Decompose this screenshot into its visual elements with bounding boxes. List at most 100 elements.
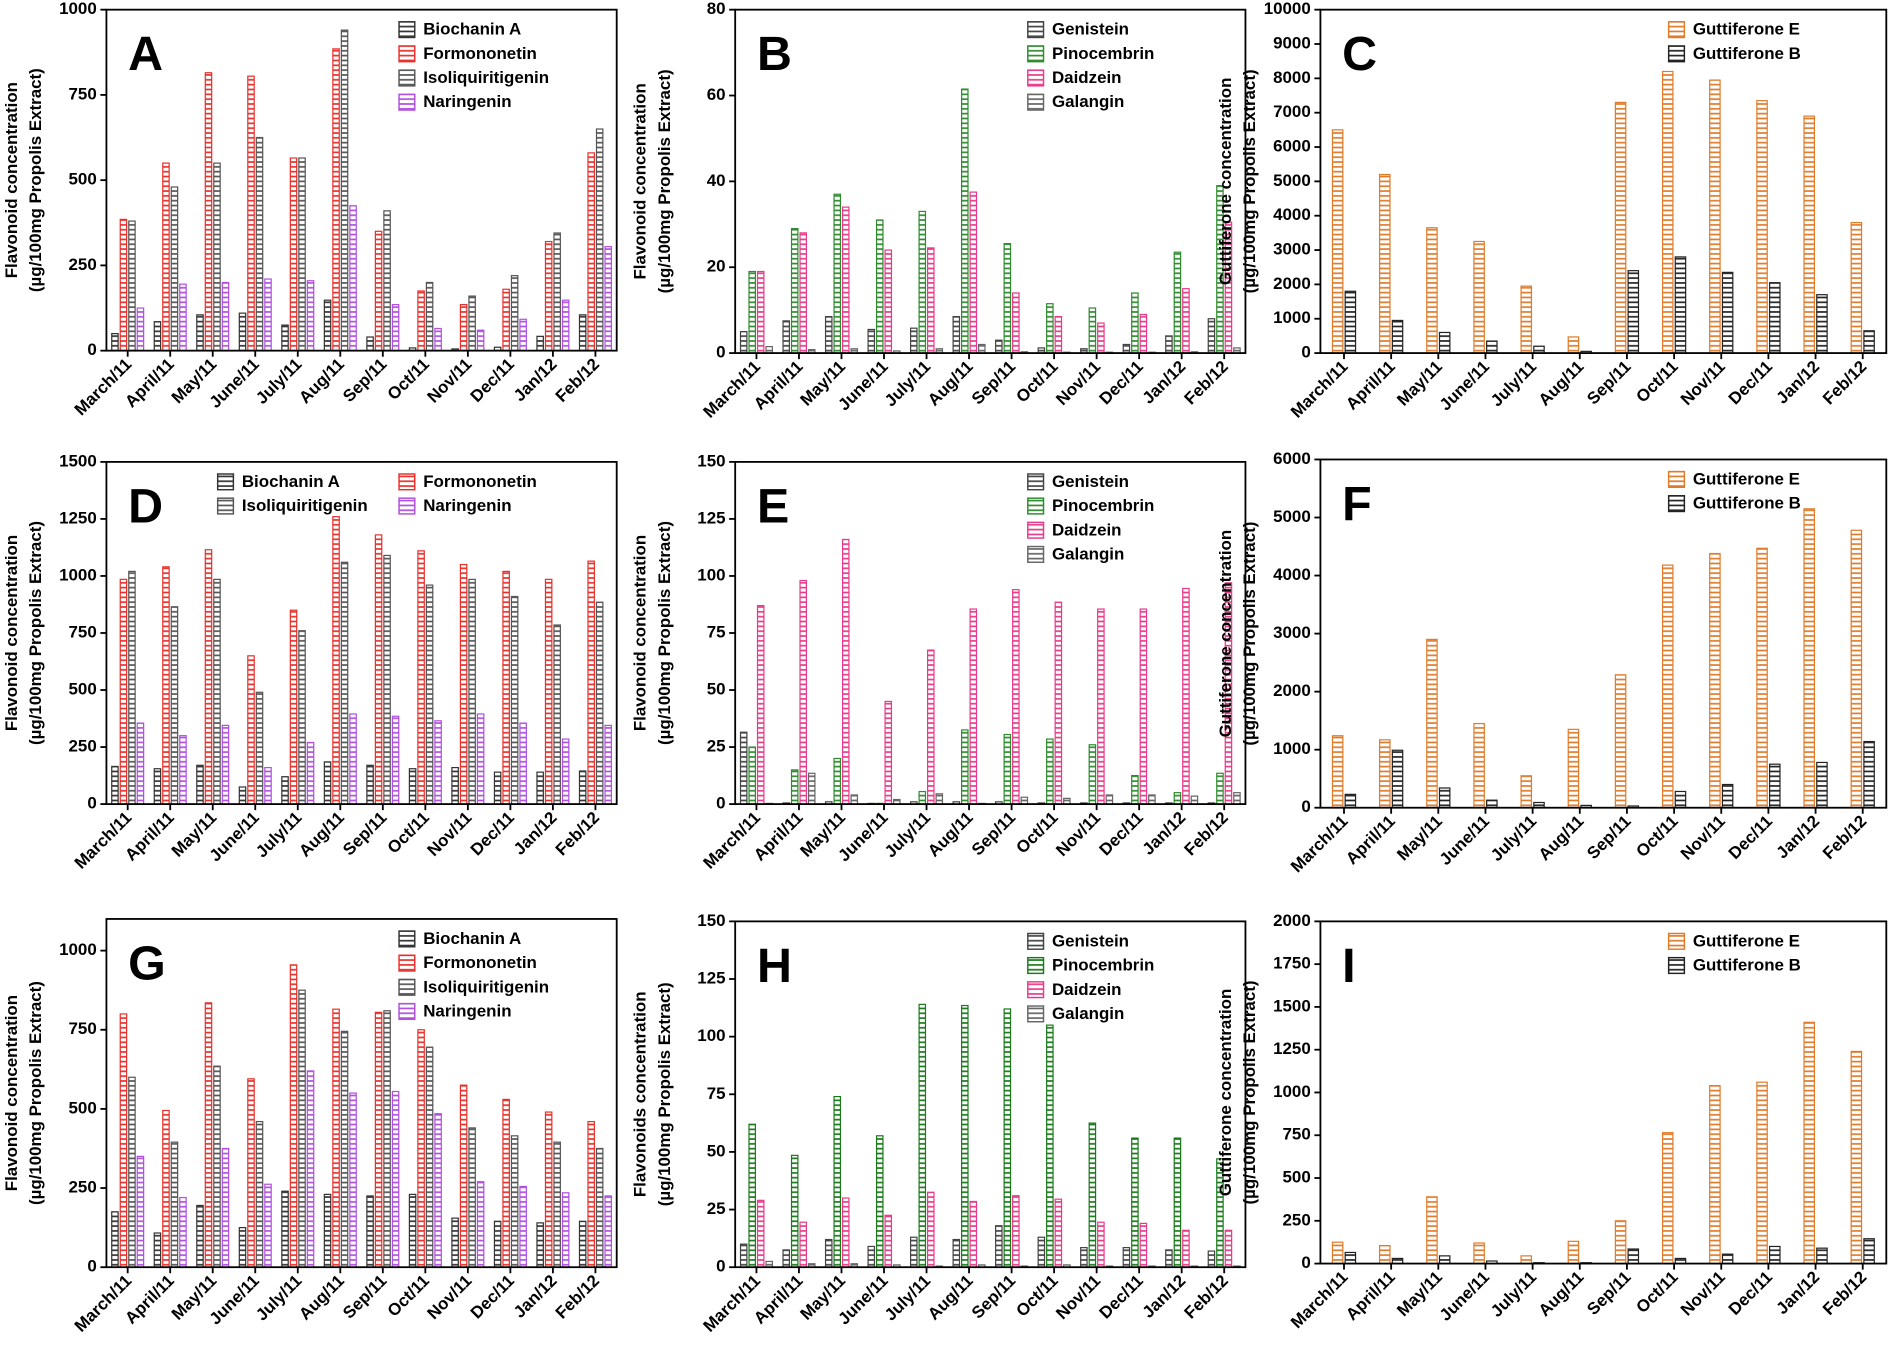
bar bbox=[1661, 564, 1674, 809]
bar bbox=[1020, 796, 1029, 805]
x-tick-label: July/11 bbox=[1487, 812, 1540, 865]
bar bbox=[136, 307, 145, 352]
bar bbox=[1054, 1198, 1063, 1268]
y-axis-title: Flavonoid concentration bbox=[2, 535, 21, 731]
bar bbox=[1182, 587, 1190, 805]
bar bbox=[1816, 1247, 1828, 1265]
bar bbox=[1131, 292, 1139, 354]
y-tick-label: 2000 bbox=[1273, 911, 1311, 930]
bar bbox=[561, 299, 570, 352]
bar bbox=[1080, 1246, 1088, 1268]
bar bbox=[1426, 227, 1438, 354]
bar bbox=[349, 1092, 357, 1268]
bar bbox=[1721, 783, 1734, 809]
bar bbox=[510, 595, 519, 805]
bar bbox=[748, 270, 756, 354]
bar bbox=[459, 1084, 468, 1268]
bar bbox=[1173, 792, 1182, 805]
bar bbox=[544, 578, 553, 805]
x-tick-label: July/11 bbox=[1487, 1267, 1540, 1320]
bar bbox=[281, 776, 289, 805]
bar bbox=[128, 220, 136, 352]
bar bbox=[884, 249, 893, 354]
x-tick-label: March/11 bbox=[1287, 1267, 1352, 1332]
legend-swatch bbox=[1027, 473, 1045, 491]
x-tick-label: July/11 bbox=[252, 1271, 305, 1324]
y-tick-label: 10000 bbox=[1264, 0, 1311, 18]
y-tick-label: 1000 bbox=[1273, 1082, 1311, 1101]
x-tick-label: March/11 bbox=[71, 1271, 136, 1336]
bar bbox=[1344, 290, 1357, 354]
y-tick-label: 6000 bbox=[1273, 449, 1311, 468]
bar bbox=[1674, 790, 1687, 809]
y-tick-label: 1000 bbox=[59, 0, 97, 18]
bar bbox=[221, 281, 230, 352]
bar bbox=[1097, 1221, 1105, 1268]
x-tick-label: Sep/11 bbox=[339, 808, 390, 859]
bar bbox=[969, 608, 978, 805]
y-tick-label: 25 bbox=[707, 737, 726, 756]
bar bbox=[1438, 1255, 1451, 1265]
bar bbox=[952, 1238, 961, 1268]
legend-label: Naringenin bbox=[423, 496, 511, 515]
y-tick-label: 1500 bbox=[1273, 996, 1311, 1015]
bar bbox=[1803, 115, 1815, 354]
y-tick-label: 75 bbox=[707, 622, 726, 641]
bar bbox=[1520, 775, 1533, 809]
legend-swatch bbox=[1027, 545, 1045, 563]
legend-label: Naringenin bbox=[423, 92, 511, 111]
legend-label: Pinocembrin bbox=[1052, 496, 1154, 515]
y-tick-label: 20 bbox=[707, 257, 726, 276]
x-tick-label: April/11 bbox=[1342, 812, 1399, 869]
bar bbox=[1003, 733, 1012, 805]
y-tick-label: 500 bbox=[69, 679, 97, 698]
legend-swatch bbox=[1667, 932, 1686, 950]
bar bbox=[1207, 1250, 1216, 1268]
legend-label: Genistein bbox=[1052, 20, 1129, 39]
x-tick-label: Jan/12 bbox=[510, 355, 561, 406]
legend-label: Daidzein bbox=[1052, 68, 1122, 87]
panel-letter: I bbox=[1342, 939, 1355, 993]
bar bbox=[1627, 1248, 1640, 1265]
bar bbox=[247, 75, 255, 352]
bar bbox=[1473, 722, 1485, 809]
bar bbox=[561, 738, 570, 805]
x-tick-label: Nov/11 bbox=[1052, 1271, 1104, 1323]
x-tick-label: March/11 bbox=[700, 357, 765, 422]
bar bbox=[782, 1249, 791, 1268]
y-tick-label: 50 bbox=[707, 679, 726, 698]
y-tick-label: 150 bbox=[697, 911, 725, 930]
bar bbox=[247, 655, 255, 805]
x-tick-label: March/11 bbox=[1287, 357, 1352, 422]
bar bbox=[1803, 508, 1815, 809]
bar bbox=[119, 1013, 128, 1268]
x-tick-label: Aug/11 bbox=[295, 808, 348, 861]
bar bbox=[553, 1141, 561, 1268]
bar bbox=[850, 794, 859, 805]
x-tick-label: April/11 bbox=[1342, 357, 1399, 414]
plot-frame bbox=[734, 8, 1247, 354]
y-tick-label: 0 bbox=[716, 1257, 725, 1276]
y-tick-label: 40 bbox=[707, 171, 726, 190]
x-tick-label: Jan/12 bbox=[510, 808, 561, 859]
y-tick-label: 4000 bbox=[1273, 565, 1311, 584]
bar bbox=[765, 346, 773, 354]
legend-label: Guttiferone E bbox=[1693, 931, 1800, 950]
bar bbox=[459, 304, 468, 352]
bar bbox=[799, 232, 808, 354]
bar bbox=[1378, 1244, 1391, 1265]
y-tick-label: 8000 bbox=[1273, 68, 1311, 87]
x-tick-label: Nov/11 bbox=[1677, 812, 1729, 864]
bar bbox=[1037, 1236, 1046, 1268]
bar bbox=[510, 275, 519, 352]
bar bbox=[153, 1232, 162, 1268]
bar bbox=[748, 1123, 756, 1268]
bar bbox=[1863, 1238, 1875, 1265]
x-tick-label: March/11 bbox=[71, 355, 136, 420]
bar bbox=[136, 1155, 145, 1268]
x-tick-label: June/11 bbox=[1436, 357, 1493, 414]
bar bbox=[111, 1211, 119, 1268]
bar bbox=[179, 1196, 187, 1268]
bar bbox=[604, 1195, 612, 1268]
